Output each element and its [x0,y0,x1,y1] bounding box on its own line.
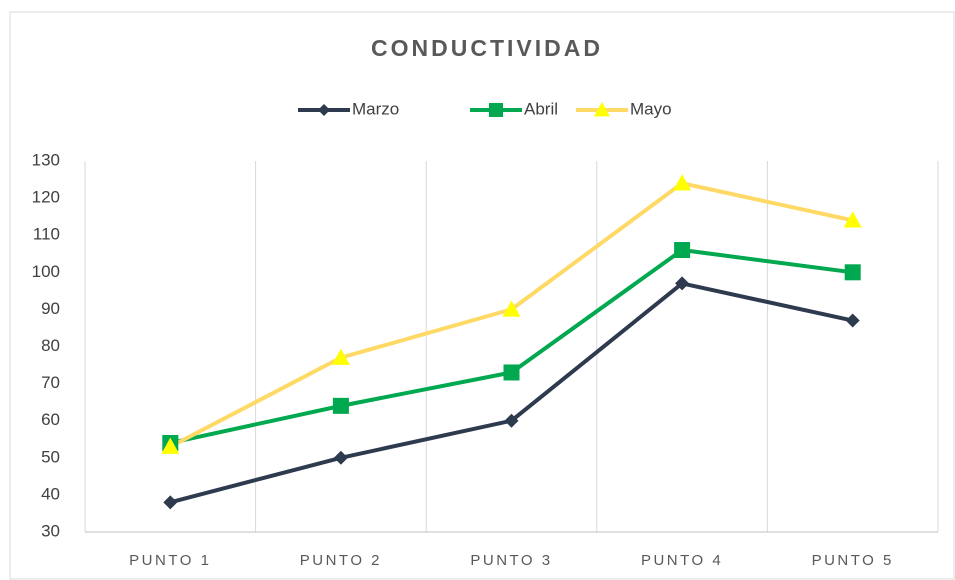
y-tick-label: 50 [41,447,60,466]
marker [489,103,503,117]
marker [502,300,521,317]
marker [673,174,692,191]
x-tick-label: PUNTO 1 [129,552,211,569]
marker [675,276,690,291]
legend-label: Abril [524,99,558,118]
x-tick-label: PUNTO 4 [641,552,723,569]
x-tick-label: PUNTO 2 [300,552,382,569]
marker [594,102,610,117]
y-tick-label: 40 [41,484,60,503]
marker [331,348,350,365]
marker [845,313,860,328]
y-tick-label: 80 [41,336,60,355]
y-tick-label: 120 [32,188,60,207]
marker [844,264,861,281]
y-tick-label: 70 [41,373,60,392]
legend-label: Mayo [630,99,672,118]
marker [504,413,519,428]
marker [843,211,862,228]
marker [332,397,349,414]
marker [318,104,330,116]
chart-border [9,11,955,580]
y-tick-label: 100 [32,262,60,281]
legend-label: Marzo [352,99,399,118]
x-tick-label: PUNTO 5 [812,552,894,569]
y-tick-label: 30 [41,521,60,540]
y-tick-label: 110 [33,225,60,244]
marker [333,450,348,465]
y-tick-label: 90 [41,299,60,318]
y-tick-label: 130 [32,150,60,169]
marker [503,364,520,381]
chart-title: CONDUCTIVIDAD [371,35,603,61]
x-tick-label: PUNTO 3 [470,552,552,569]
marker [674,242,691,259]
y-tick-label: 60 [41,410,60,429]
marker [163,495,178,510]
marker [161,437,180,454]
